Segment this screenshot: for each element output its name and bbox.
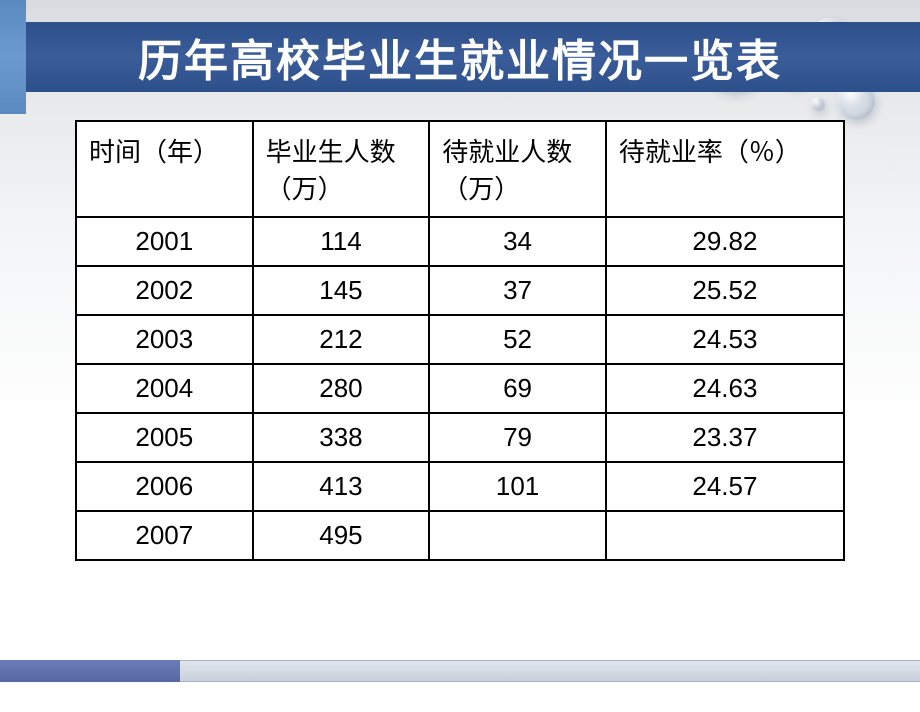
table-row: 2002 145 37 25.52: [76, 266, 844, 315]
col-unemployed: 待就业人数（万）: [429, 121, 606, 217]
cell-unemployed: 52: [429, 315, 606, 364]
employment-table-wrap: 时间（年） 毕业生人数（万） 待就业人数（万） 待就业率（％） 2001 114…: [75, 120, 845, 561]
page-title: 历年高校毕业生就业情况一览表: [138, 25, 782, 89]
cell-graduates: 280: [253, 364, 430, 413]
cell-year: 2004: [76, 364, 253, 413]
table-row: 2005 338 79 23.37: [76, 413, 844, 462]
cell-unemployed: [429, 511, 606, 560]
cell-graduates: 338: [253, 413, 430, 462]
cell-unemployed: 69: [429, 364, 606, 413]
col-rate: 待就业率（％）: [606, 121, 844, 217]
cell-graduates: 413: [253, 462, 430, 511]
cell-graduates: 114: [253, 217, 430, 266]
cell-rate: 23.37: [606, 413, 844, 462]
footer-accent: [0, 660, 180, 682]
cell-year: 2002: [76, 266, 253, 315]
table-row: 2004 280 69 24.63: [76, 364, 844, 413]
cell-year: 2005: [76, 413, 253, 462]
cell-unemployed: 34: [429, 217, 606, 266]
cell-year: 2007: [76, 511, 253, 560]
cell-rate: 25.52: [606, 266, 844, 315]
table-row: 2006 413 101 24.57: [76, 462, 844, 511]
cell-rate: 24.63: [606, 364, 844, 413]
cell-unemployed: 101: [429, 462, 606, 511]
col-year: 时间（年）: [76, 121, 253, 217]
cell-year: 2001: [76, 217, 253, 266]
cell-rate: 24.53: [606, 315, 844, 364]
table-row: 2001 114 34 29.82: [76, 217, 844, 266]
employment-table: 时间（年） 毕业生人数（万） 待就业人数（万） 待就业率（％） 2001 114…: [75, 120, 845, 561]
table-body: 2001 114 34 29.82 2002 145 37 25.52 2003…: [76, 217, 844, 560]
cell-year: 2006: [76, 462, 253, 511]
cell-rate: [606, 511, 844, 560]
col-graduates: 毕业生人数（万）: [253, 121, 430, 217]
table-row: 2003 212 52 24.53: [76, 315, 844, 364]
table-row: 2007 495: [76, 511, 844, 560]
cell-rate: 29.82: [606, 217, 844, 266]
title-bar: 历年高校毕业生就业情况一览表: [0, 22, 920, 92]
cell-rate: 24.57: [606, 462, 844, 511]
table-header-row: 时间（年） 毕业生人数（万） 待就业人数（万） 待就业率（％）: [76, 121, 844, 217]
cell-year: 2003: [76, 315, 253, 364]
cell-graduates: 495: [253, 511, 430, 560]
cell-unemployed: 79: [429, 413, 606, 462]
cell-graduates: 145: [253, 266, 430, 315]
cell-graduates: 212: [253, 315, 430, 364]
cell-unemployed: 37: [429, 266, 606, 315]
